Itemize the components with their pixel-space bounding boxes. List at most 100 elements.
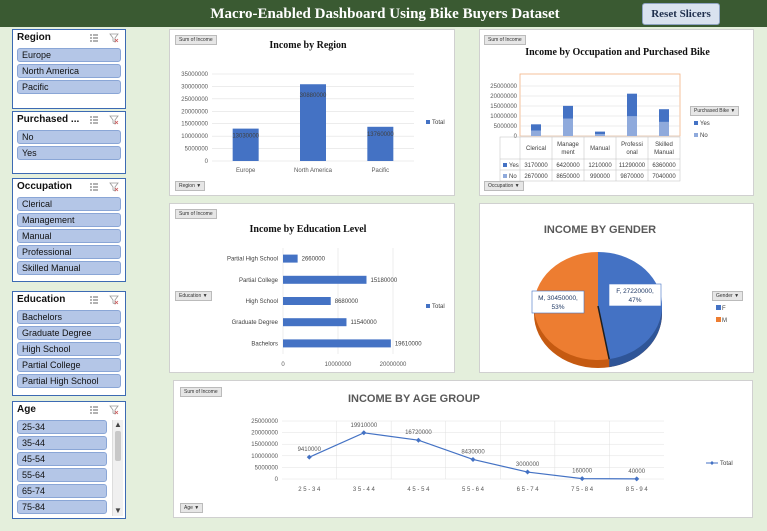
age-chart-title: INCOME BY AGE GROUP xyxy=(347,393,481,405)
slicer-header: Age xyxy=(13,402,125,418)
y-tick-label: 25000000 xyxy=(181,97,208,103)
clear-filter-icon[interactable] xyxy=(109,115,119,125)
point-85-94 xyxy=(634,476,640,482)
age-slicer: Age 25-34 35-44 45-54 55-64 65-74 75-84 ▲ ▼ xyxy=(12,401,126,519)
gender-legend-field-label: Gender xyxy=(716,293,733,299)
clear-filter-icon[interactable] xyxy=(109,33,119,43)
slicer-item[interactable]: Graduate Degree xyxy=(17,326,121,340)
y-tick-label: Bachelors xyxy=(251,341,278,347)
x-tick-label: Pacific xyxy=(371,168,389,174)
bar-graduate-degree xyxy=(283,318,347,327)
table-category-label: Manual xyxy=(590,146,610,152)
x-tick-label: 8 5 - 9 4 xyxy=(626,487,649,493)
table-category-label: Professi xyxy=(621,142,643,148)
slicer-item[interactable]: Professional xyxy=(17,245,121,259)
data-label: 15180000 xyxy=(370,278,397,284)
table-category-label: Manage xyxy=(557,142,579,148)
education-value-field-button[interactable]: Sum of Income xyxy=(175,209,217,219)
y-tick-label: 10000000 xyxy=(490,114,517,120)
multi-select-icon[interactable] xyxy=(89,33,99,43)
table-series-no: No xyxy=(509,174,517,180)
gender-pie-chart: M, 30450000, 53% F, 27220000, 47% FM xyxy=(531,252,727,368)
slicer-item[interactable]: Clerical xyxy=(17,197,121,211)
slicer-item[interactable]: 75-84 xyxy=(17,500,107,514)
point-75-84 xyxy=(579,476,585,482)
data-label: 19910000 xyxy=(351,423,378,429)
slicer-item[interactable]: Partial College xyxy=(17,358,121,372)
bar-no-4 xyxy=(659,121,669,136)
region-value-field-button[interactable]: Sum of Income xyxy=(175,35,217,45)
legend-label-f: F xyxy=(722,306,726,312)
y-tick-label: 30000000 xyxy=(181,84,208,90)
clear-filter-icon[interactable] xyxy=(109,405,119,415)
slicer-item[interactable]: Yes xyxy=(17,146,121,160)
table-yes-value: 3170000 xyxy=(524,163,548,169)
legend-label-m: M xyxy=(722,318,727,324)
slicer-item[interactable]: 55-64 xyxy=(17,468,107,482)
education-axis-field-button[interactable]: Education ▼ xyxy=(175,291,212,301)
purchased-legend-field-button[interactable]: Purchased Bike ▼ xyxy=(690,106,740,116)
slicer-item[interactable]: Management xyxy=(17,213,121,227)
slicer-item[interactable]: Europe xyxy=(17,48,121,62)
slicer-scrollbar[interactable]: ▲ ▼ xyxy=(112,420,123,516)
reset-slicers-button[interactable]: Reset Slicers xyxy=(642,3,720,25)
label-box-f xyxy=(608,283,662,307)
slicer-title: Age xyxy=(17,404,36,415)
slicer-item[interactable]: 65-74 xyxy=(17,484,107,498)
multi-select-icon[interactable] xyxy=(89,115,99,125)
x-tick-label: 4 5 - 5 4 xyxy=(407,487,430,493)
slicer-item[interactable]: Skilled Manual xyxy=(17,261,121,275)
legend-label-total: Total xyxy=(432,120,445,126)
scroll-up-icon[interactable]: ▲ xyxy=(114,420,122,429)
occupation-value-field-button[interactable]: Sum of Income xyxy=(484,35,526,45)
bar-no-3 xyxy=(627,116,637,136)
label-m-line2: 53% xyxy=(551,304,564,311)
age-axis-field-button[interactable]: Age ▼ xyxy=(180,503,204,513)
region-chart-panel: Sum of Income Income by Region 0 5000000 1… xyxy=(169,29,455,196)
x-tick-label: Europe xyxy=(236,168,256,174)
multi-select-icon[interactable] xyxy=(89,182,99,192)
slicer-item[interactable]: High School xyxy=(17,342,121,356)
point-25-34 xyxy=(306,454,312,460)
occupation-axis-field-button[interactable]: Occupation ▼ xyxy=(484,181,524,191)
data-label: 11540000 xyxy=(350,320,377,326)
table-no-value: 7040000 xyxy=(652,174,676,180)
slicer-item[interactable]: Manual xyxy=(17,229,121,243)
y-tick-label: 0 xyxy=(205,159,209,165)
multi-select-icon[interactable] xyxy=(89,295,99,305)
dashboard-title: Macro-Enabled Dashboard Using Bike Buyer… xyxy=(210,6,560,22)
table-no-value: 9870000 xyxy=(620,174,644,180)
point-45-54 xyxy=(415,437,421,443)
scroll-thumb[interactable] xyxy=(115,431,121,461)
y-tick-label: 10000000 xyxy=(181,134,208,140)
y-tick-label: 25000000 xyxy=(251,419,278,425)
slicer-item[interactable]: 45-54 xyxy=(17,452,107,466)
slicer-item[interactable]: 25-34 xyxy=(17,420,107,434)
region-axis-field-button[interactable]: Region ▼ xyxy=(175,181,206,191)
clear-filter-icon[interactable] xyxy=(109,295,119,305)
x-tick-label: 2 5 - 3 4 xyxy=(298,487,321,493)
data-label: 8680000 xyxy=(335,299,359,305)
clear-filter-icon[interactable] xyxy=(109,182,119,192)
slicer-item[interactable]: No xyxy=(17,130,121,144)
age-value-field-button[interactable]: Sum of Income xyxy=(180,387,222,397)
slicer-item[interactable]: 35-44 xyxy=(17,436,107,450)
data-label: 3000000 xyxy=(516,462,540,468)
slicer-title: Occupation xyxy=(17,181,73,192)
slicer-item[interactable]: Partial High School xyxy=(17,374,121,388)
slicer-item[interactable]: North America xyxy=(17,64,121,78)
y-tick-label: Partial College xyxy=(239,278,279,284)
bar-pacific xyxy=(367,126,394,161)
slicer-title: Region xyxy=(17,32,51,43)
gender-chart-title: INCOME BY GENDER xyxy=(543,224,657,236)
x-tick-label: 3 5 - 4 4 xyxy=(353,487,376,493)
point-55-64 xyxy=(470,456,476,462)
scroll-down-icon[interactable]: ▼ xyxy=(114,506,122,515)
y-tick-label: 15000000 xyxy=(251,442,278,448)
slicer-item[interactable]: Pacific xyxy=(17,80,121,94)
gender-legend-field-button[interactable]: Gender ▼ xyxy=(712,291,744,301)
y-tick-label: 35000000 xyxy=(181,72,208,78)
multi-select-icon[interactable] xyxy=(89,405,99,415)
slicer-item[interactable]: Bachelors xyxy=(17,310,121,324)
data-label: 2660000 xyxy=(302,257,326,263)
